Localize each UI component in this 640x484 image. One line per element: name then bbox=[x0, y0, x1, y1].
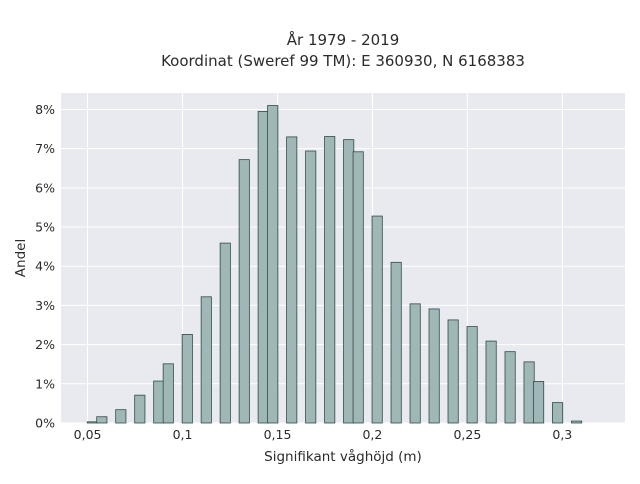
y-tick-label: 5% bbox=[35, 220, 55, 235]
histogram-bar bbox=[286, 136, 298, 424]
histogram-bar bbox=[447, 319, 459, 424]
y-axis-ticks: 0% 1% 2% 3% 4% 5% 6% 7% 8% bbox=[35, 102, 55, 431]
histogram-bar bbox=[352, 151, 364, 424]
x-tick-label: 0,05 bbox=[74, 427, 102, 442]
histogram-bar bbox=[523, 361, 535, 424]
histogram-bar bbox=[153, 380, 165, 424]
histogram-bar bbox=[485, 340, 497, 424]
plot-area bbox=[61, 93, 625, 423]
histogram-bar bbox=[181, 334, 193, 424]
histogram-bar bbox=[257, 111, 269, 424]
x-axis-ticks: 0,05 0,1 0,15 0,2 0,25 0,3 bbox=[74, 427, 573, 442]
histogram-bar bbox=[267, 105, 279, 424]
histogram-bar bbox=[571, 420, 583, 424]
bars-layer bbox=[86, 105, 583, 424]
histogram-bar bbox=[238, 159, 250, 424]
histogram-bar bbox=[371, 215, 383, 424]
x-tick-label: 0,15 bbox=[264, 427, 292, 442]
y-tick-label: 7% bbox=[35, 141, 55, 156]
y-tick-label: 6% bbox=[35, 180, 55, 195]
y-tick-label: 3% bbox=[35, 298, 55, 313]
y-tick-label: 8% bbox=[35, 102, 55, 117]
histogram-bar bbox=[324, 136, 336, 424]
histogram-bar bbox=[219, 242, 231, 424]
x-tick-label: 0,1 bbox=[173, 427, 193, 442]
histogram-bar bbox=[390, 261, 402, 424]
histogram-bar bbox=[162, 363, 174, 424]
y-tick-label: 4% bbox=[35, 259, 55, 274]
histogram-bar bbox=[343, 139, 355, 424]
histogram-bar bbox=[504, 351, 516, 424]
histogram-bar bbox=[115, 409, 127, 424]
chart-title-line-1: År 1979 - 2019 bbox=[287, 30, 400, 49]
histogram-bar bbox=[533, 381, 545, 424]
histogram-bar bbox=[200, 296, 212, 424]
y-axis-title: Andel bbox=[13, 239, 29, 277]
y-tick-label: 0% bbox=[35, 416, 55, 431]
x-tick-label: 0,25 bbox=[453, 427, 481, 442]
histogram-bar bbox=[86, 421, 98, 424]
x-axis-title: Signifikant våghöjd (m) bbox=[264, 448, 422, 465]
grid-layer bbox=[61, 93, 625, 424]
histogram-bar bbox=[552, 402, 564, 424]
chart-title-line-2: Koordinat (Sweref 99 TM): E 360930, N 61… bbox=[161, 52, 525, 70]
histogram-bar bbox=[428, 308, 440, 424]
histogram-bar bbox=[96, 416, 108, 424]
y-tick-label: 2% bbox=[35, 337, 55, 352]
x-tick-label: 0,2 bbox=[362, 427, 382, 442]
histogram-bar bbox=[466, 326, 478, 424]
y-tick-label: 1% bbox=[35, 376, 55, 391]
x-tick-label: 0,3 bbox=[552, 427, 572, 442]
histogram-bar bbox=[409, 303, 421, 424]
histogram-bar bbox=[305, 150, 317, 424]
histogram-bar bbox=[134, 394, 146, 424]
